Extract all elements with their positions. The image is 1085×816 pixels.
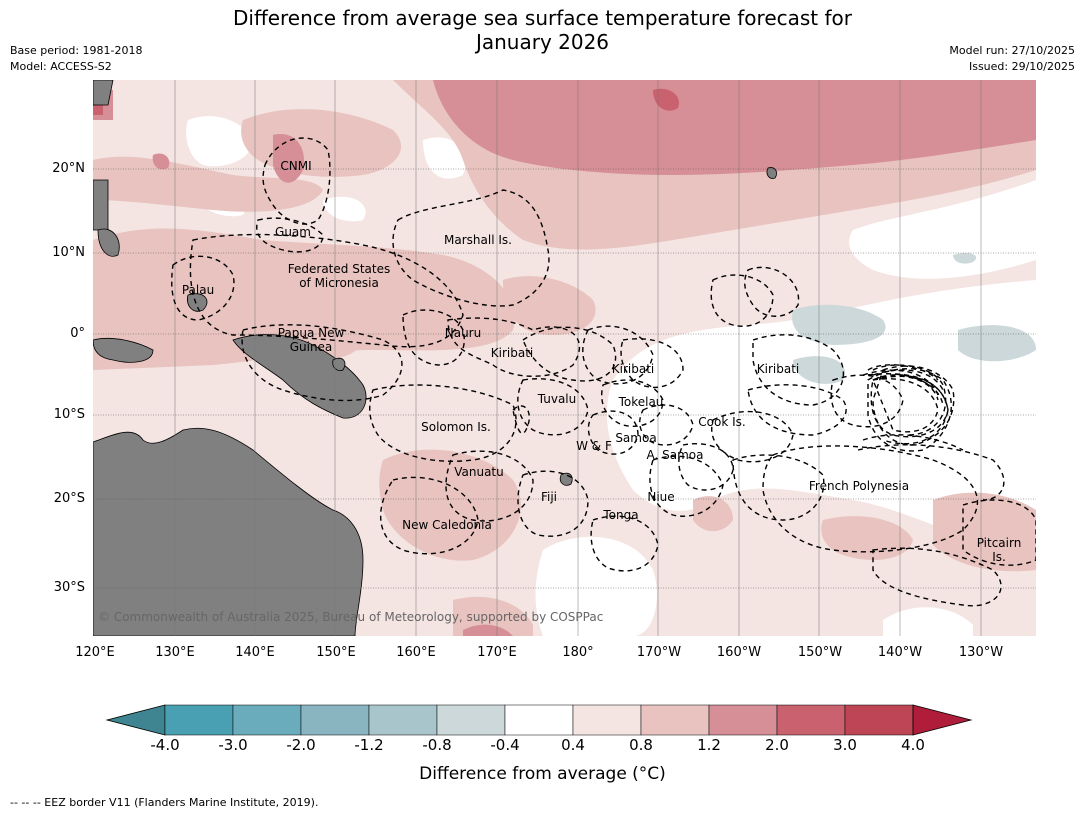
lat-tick-10s: 10°S	[53, 407, 85, 422]
eez-label-guam: Guam	[275, 225, 311, 239]
lat-tick-0: 0°	[70, 326, 85, 341]
lon-tick-160e: 160°E	[396, 645, 436, 660]
eez-label-png-line1: Papua New	[278, 326, 345, 340]
colorbar-extend-low	[105, 704, 166, 736]
colorbar-title: Difference from average (°C)	[419, 764, 666, 784]
colorbar-tick-label: 0.8	[629, 736, 653, 754]
colorbar-cell	[572, 704, 642, 736]
eez-label-samoa: Samoa	[615, 431, 656, 445]
colorbar-cells	[105, 704, 973, 736]
model-run: Model run: 27/10/2025	[949, 44, 1075, 57]
eez-label-niue: Niue	[647, 490, 674, 504]
colorbar	[105, 704, 973, 736]
colorbar-tick-label: 1.2	[697, 736, 721, 754]
cool-anomaly	[792, 252, 1036, 384]
colorbar-cell	[844, 704, 914, 736]
colorbar-tick-label: -3.0	[218, 736, 248, 754]
map-title-line2: January 2026	[475, 30, 610, 54]
eez-labels: CNMI Guam Marshall Is. Federated States …	[182, 159, 1021, 564]
lon-tick-140e: 140°E	[235, 645, 275, 660]
eez-label-new-caledonia: New Caledonia	[402, 518, 492, 532]
eez-label-kiribati-east: Kiribati	[757, 362, 799, 376]
eez-label-fsm-line1: Federated States	[288, 262, 390, 276]
lon-tick-120e: 120°E	[75, 645, 115, 660]
copyright-notice: © Commonwealth of Australia 2025, Bureau…	[98, 610, 604, 624]
lat-tick-10n: 10°N	[52, 245, 85, 260]
eez-label-fiji: Fiji	[541, 490, 557, 504]
lon-tick-140w: 140°W	[877, 645, 923, 660]
eez-label-marshall: Marshall Is.	[444, 233, 512, 247]
lon-tick-170e: 170°E	[477, 645, 517, 660]
model-name: Model: ACCESS-S2	[10, 60, 112, 73]
eez-border-legend: -- -- -- EEZ border V11 (Flanders Marine…	[10, 796, 319, 809]
lon-tick-150e: 150°E	[316, 645, 356, 660]
colorbar-tick-label: 0.4	[561, 736, 585, 754]
lon-tick-170w: 170°W	[636, 645, 682, 660]
colorbar-tick-label: -1.2	[354, 736, 384, 754]
map-title-line1: Difference from average sea surface temp…	[232, 6, 852, 30]
map-title: Difference from average sea surface temp…	[0, 6, 1085, 54]
colorbar-cell	[368, 704, 438, 736]
colorbar-cell	[300, 704, 370, 736]
eez-label-png-line2: Guinea	[290, 340, 333, 354]
colorbar-cell	[164, 704, 234, 736]
lon-tick-150w: 150°W	[797, 645, 843, 660]
colorbar-cell	[708, 704, 778, 736]
parallel-gridlines	[93, 168, 1036, 589]
colorbar-cell	[776, 704, 846, 736]
eez-label-kiribati-central: Kiribati	[612, 362, 654, 376]
issued-date: Issued: 29/10/2025	[968, 60, 1075, 73]
colorbar-extend-high	[912, 704, 973, 736]
lat-tick-30s: 30°S	[53, 580, 85, 595]
meridian-gridlines	[174, 80, 982, 636]
eez-label-american-samoa: A. Samoa	[647, 448, 704, 462]
colorbar-cell	[436, 704, 506, 736]
colorbar-tick-label: 3.0	[833, 736, 857, 754]
eez-label-french-polynesia: French Polynesia	[809, 479, 909, 493]
lat-tick-20s: 20°S	[53, 491, 85, 506]
eez-label-solomon: Solomon Is.	[421, 420, 491, 434]
eez-label-vanuatu: Vanuatu	[454, 465, 504, 479]
colorbar-tick-label: -0.8	[422, 736, 452, 754]
eez-label-tokelau: Tokelau	[618, 395, 664, 409]
lon-tick-180: 180°	[562, 645, 594, 660]
colorbar-tick-label: -2.0	[286, 736, 316, 754]
eez-label-pitcairn-line1: Pitcairn	[977, 536, 1022, 550]
map-panel: CNMI Guam Marshall Is. Federated States …	[93, 80, 1036, 636]
meta-right: Model run: 27/10/2025 Issued: 29/10/2025	[949, 43, 1075, 75]
land-masses	[93, 80, 777, 636]
eez-label-palau: Palau	[182, 283, 214, 297]
base-period: Base period: 1981-2018	[10, 44, 143, 57]
eez-label-nauru: Nauru	[445, 326, 481, 340]
eez-label-fsm-line2: of Micronesia	[299, 276, 379, 290]
colorbar-cell	[504, 704, 574, 736]
meta-left: Base period: 1981-2018 Model: ACCESS-S2	[10, 43, 142, 75]
eez-label-tonga: Tonga	[602, 508, 638, 522]
eez-borders	[171, 137, 1036, 607]
colorbar-tick-label: 2.0	[765, 736, 789, 754]
eez-label-pitcairn-line2: Is.	[992, 550, 1006, 564]
colorbar-cell	[640, 704, 710, 736]
lon-tick-160w: 160°W	[716, 645, 762, 660]
colorbar-tick-label: -0.4	[490, 736, 520, 754]
eez-label-tuvalu: Tuvalu	[537, 392, 577, 406]
colorbar-cell	[232, 704, 302, 736]
eez-label-kiribati-west: Kiribati	[491, 346, 533, 360]
colorbar-tick-label: -4.0	[150, 736, 180, 754]
map-svg: CNMI Guam Marshall Is. Federated States …	[93, 80, 1036, 636]
eez-label-cnmi: CNMI	[280, 159, 311, 173]
eez-label-cook: Cook Is.	[698, 415, 745, 429]
lon-tick-130e: 130°E	[155, 645, 195, 660]
eez-label-wallis-futuna: W & F	[576, 439, 612, 453]
colorbar-tick-label: 4.0	[901, 736, 925, 754]
lon-tick-130w: 130°W	[958, 645, 1004, 660]
lat-tick-20n: 20°N	[52, 161, 85, 176]
